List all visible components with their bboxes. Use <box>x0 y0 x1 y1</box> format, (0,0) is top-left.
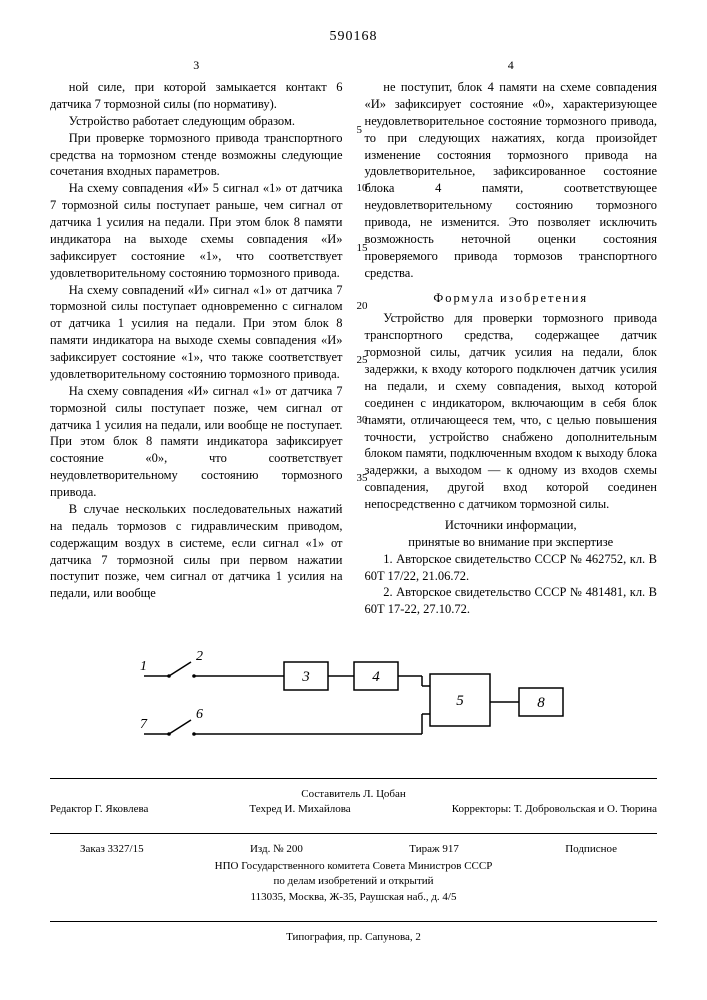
compiler: Составитель Л. Цобан <box>50 787 657 802</box>
patent-number: 590168 <box>50 28 657 47</box>
correctors: Корректоры: Т. Добровольская и О. Тюрина <box>452 802 657 817</box>
svg-text:2: 2 <box>196 649 203 664</box>
left-para-1: ной силе, при которой замыкается контакт… <box>50 79 343 113</box>
left-para-4: На схему совпадения «И» 5 сигнал «1» от … <box>50 180 343 281</box>
podpisnoe: Подписное <box>565 842 617 857</box>
svg-text:3: 3 <box>301 669 310 685</box>
left-column: 3 ной силе, при которой замыкается конта… <box>50 57 343 618</box>
footer-print-info: Заказ 3327/15 Изд. № 200 Тираж 917 Подпи… <box>80 842 617 857</box>
svg-text:8: 8 <box>537 695 545 711</box>
divider <box>50 778 657 779</box>
refs-title-line2: принятые во внимание при экспертизе <box>408 535 613 549</box>
left-para-7: В случае нескольких последовательных наж… <box>50 501 343 602</box>
org-line2: по делам изобретений и открытий <box>50 874 657 889</box>
org-addr: 113035, Москва, Ж-35, Раушская наб., д. … <box>50 890 657 905</box>
line-num: 5 <box>357 125 363 136</box>
tirazh: Тираж 917 <box>409 842 459 857</box>
col-num-left: 3 <box>50 57 343 73</box>
left-para-3: При проверке тормозного привода транспор… <box>50 130 343 181</box>
svg-text:4: 4 <box>372 669 380 685</box>
techred: Техред И. Михайлова <box>249 802 350 817</box>
block-diagram: 3 4 5 8 1 2 7 6 <box>134 646 574 756</box>
editor: Редактор Г. Яковлева <box>50 802 148 817</box>
ref-1: 1. Авторское свидетельство СССР № 462752… <box>365 551 658 585</box>
ref-2: 2. Авторское свидетельство СССР № 481481… <box>365 584 658 618</box>
col-num-right: 4 <box>365 57 658 73</box>
refs-title-line1: Источники информации, <box>445 518 577 532</box>
svg-text:6: 6 <box>196 707 203 722</box>
right-column: 4 не поступит, блок 4 памяти на схеме со… <box>365 57 658 618</box>
formula-text: Устройство для проверки тормозного приво… <box>365 310 658 513</box>
org-line1: НПО Государственного комитета Совета Мин… <box>50 859 657 874</box>
typography: Типография, пр. Сапунова, 2 <box>50 930 657 945</box>
footer-org: НПО Государственного комитета Совета Мин… <box>50 859 657 905</box>
left-para-6: На схему совпадения «И» сигнал «1» от да… <box>50 383 343 501</box>
formula-title: Формула изобретения <box>365 290 658 307</box>
text-columns: 3 ной силе, при которой замыкается конта… <box>50 57 657 618</box>
order-num: Заказ 3327/15 <box>80 842 144 857</box>
svg-text:5: 5 <box>456 693 464 709</box>
footer-credits: Редактор Г. Яковлева Техред И. Михайлова… <box>50 802 657 817</box>
right-para-1: не поступит, блок 4 памяти на схеме совп… <box>365 79 658 282</box>
svg-text:7: 7 <box>140 717 148 732</box>
svg-text:1: 1 <box>140 659 147 674</box>
izd-num: Изд. № 200 <box>250 842 303 857</box>
left-para-5: На схему совпадений «И» сигнал «1» от да… <box>50 282 343 383</box>
divider <box>50 833 657 834</box>
left-para-2: Устройство работает следующим образом. <box>50 113 343 130</box>
divider <box>50 921 657 922</box>
